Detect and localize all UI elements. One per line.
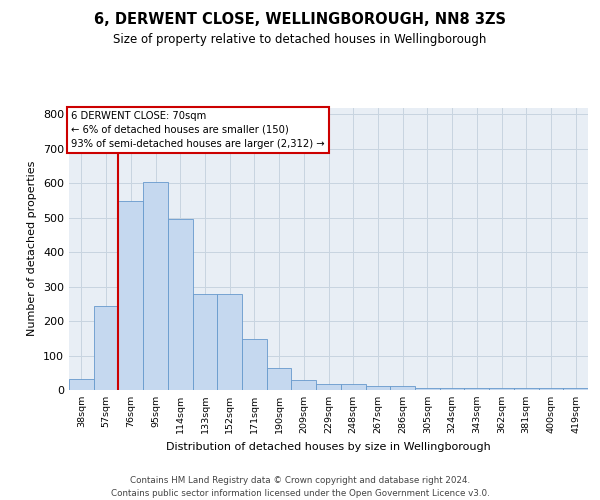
Bar xyxy=(168,220,193,390)
Bar xyxy=(69,378,94,390)
Bar xyxy=(292,380,316,390)
Text: Size of property relative to detached houses in Wellingborough: Size of property relative to detached ho… xyxy=(113,32,487,46)
Bar xyxy=(143,182,168,390)
Bar xyxy=(118,200,143,390)
Bar xyxy=(514,388,539,390)
Bar xyxy=(539,388,563,390)
Bar xyxy=(563,388,588,390)
Text: Contains HM Land Registry data © Crown copyright and database right 2024.
Contai: Contains HM Land Registry data © Crown c… xyxy=(110,476,490,498)
Bar xyxy=(341,384,365,390)
Text: 6, DERWENT CLOSE, WELLINGBOROUGH, NN8 3ZS: 6, DERWENT CLOSE, WELLINGBOROUGH, NN8 3Z… xyxy=(94,12,506,28)
Bar xyxy=(415,388,440,390)
Bar xyxy=(489,388,514,390)
Bar xyxy=(193,294,217,390)
Y-axis label: Number of detached properties: Number of detached properties xyxy=(28,161,37,336)
Bar xyxy=(217,294,242,390)
X-axis label: Distribution of detached houses by size in Wellingborough: Distribution of detached houses by size … xyxy=(166,442,491,452)
Bar xyxy=(440,388,464,390)
Bar xyxy=(316,384,341,390)
Bar xyxy=(94,306,118,390)
Bar xyxy=(242,339,267,390)
Bar xyxy=(390,386,415,390)
Text: 6 DERWENT CLOSE: 70sqm
← 6% of detached houses are smaller (150)
93% of semi-det: 6 DERWENT CLOSE: 70sqm ← 6% of detached … xyxy=(71,111,325,149)
Bar xyxy=(464,388,489,390)
Bar xyxy=(267,368,292,390)
Bar xyxy=(365,386,390,390)
